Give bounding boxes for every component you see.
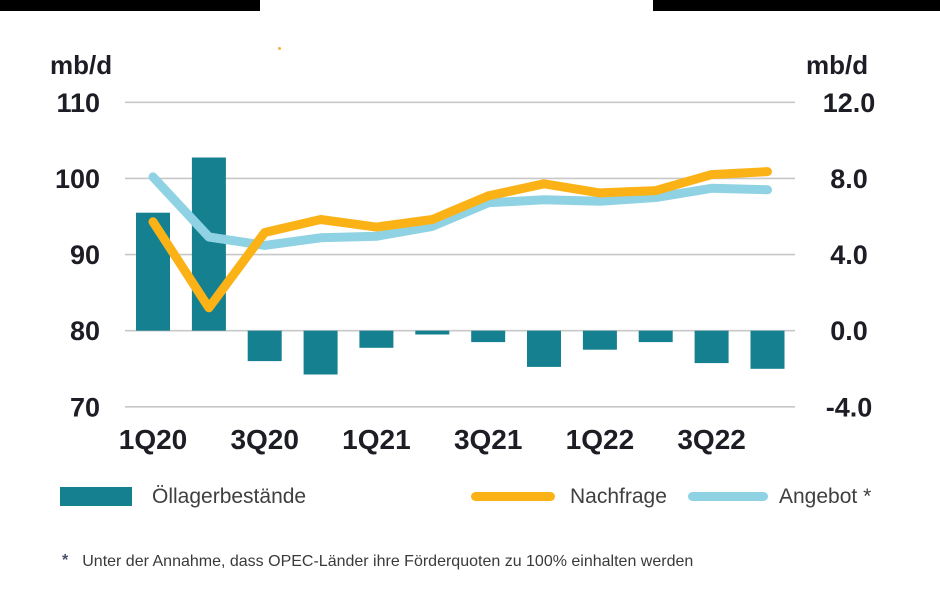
right-axis-tick: 8.0: [830, 164, 868, 194]
left-axis-unit-label: mb/d: [50, 50, 113, 80]
stray-orange-dot: [278, 47, 281, 50]
demand-line: [148, 167, 772, 313]
supply-legend-swatch: [688, 492, 768, 501]
stock-change-bar: [750, 330, 785, 369]
stock-change-bars: [136, 157, 785, 375]
stock-change-bar: [359, 330, 394, 348]
right-axis-tick: 12.0: [823, 88, 876, 118]
stock-change-bar: [582, 330, 617, 350]
stock-change-bar: [303, 330, 338, 375]
supply-legend-label: Angebot *: [779, 485, 872, 508]
x-axis-ticks: 1Q20 3Q20 1Q21 3Q21 1Q22 3Q22: [119, 424, 746, 455]
x-axis-tick: 3Q22: [677, 424, 746, 455]
chart-legend: Öllagerbestände Nachfrage Angebot *: [0, 483, 940, 513]
x-axis-tick: 1Q22: [566, 424, 635, 455]
header-bar-right: [653, 0, 940, 11]
stocks-legend-label: Öllagerbestände: [152, 485, 307, 508]
left-axis-tick: 100: [55, 164, 100, 194]
x-axis-tick: 3Q20: [230, 424, 299, 455]
header-bar-left: [0, 0, 260, 11]
right-axis-tick: 4.0: [830, 240, 868, 270]
left-axis-tick: 70: [70, 392, 100, 422]
stock-change-bar: [247, 330, 282, 362]
right-axis-tick: 0.0: [830, 316, 868, 346]
stock-change-bar: [638, 330, 673, 343]
right-axis-unit-label: mb/d: [806, 50, 869, 80]
left-axis-tick: 90: [70, 240, 100, 270]
left-axis-tick: 110: [56, 88, 100, 118]
footnote-asterisk: *: [62, 552, 69, 569]
demand-legend-label: Nachfrage: [570, 485, 667, 508]
stock-change-bar: [694, 330, 729, 364]
left-axis-tick: 80: [70, 316, 100, 346]
x-axis-tick: 1Q20: [119, 424, 188, 455]
footnote: * Unter der Annahme, dass OPEC-Länder ihr…: [62, 552, 694, 571]
x-axis-tick: 3Q21: [454, 424, 523, 455]
demand-legend-swatch: [471, 492, 555, 501]
stock-change-bar: [136, 212, 170, 331]
stock-change-bar: [415, 330, 450, 335]
right-axis-tick: -4.0: [826, 392, 873, 422]
stock-change-bar: [471, 330, 506, 343]
stocks-legend-swatch: [60, 487, 132, 506]
x-axis-tick: 1Q21: [342, 424, 411, 455]
left-axis-ticks: 110 100 90 80 70: [55, 88, 100, 422]
stock-change-bar: [527, 330, 561, 367]
right-axis-ticks: 12.0 8.0 4.0 0.0 -4.0: [823, 88, 876, 422]
footnote-text: Unter der Annahme, dass OPEC-Länder ihre…: [82, 553, 694, 570]
